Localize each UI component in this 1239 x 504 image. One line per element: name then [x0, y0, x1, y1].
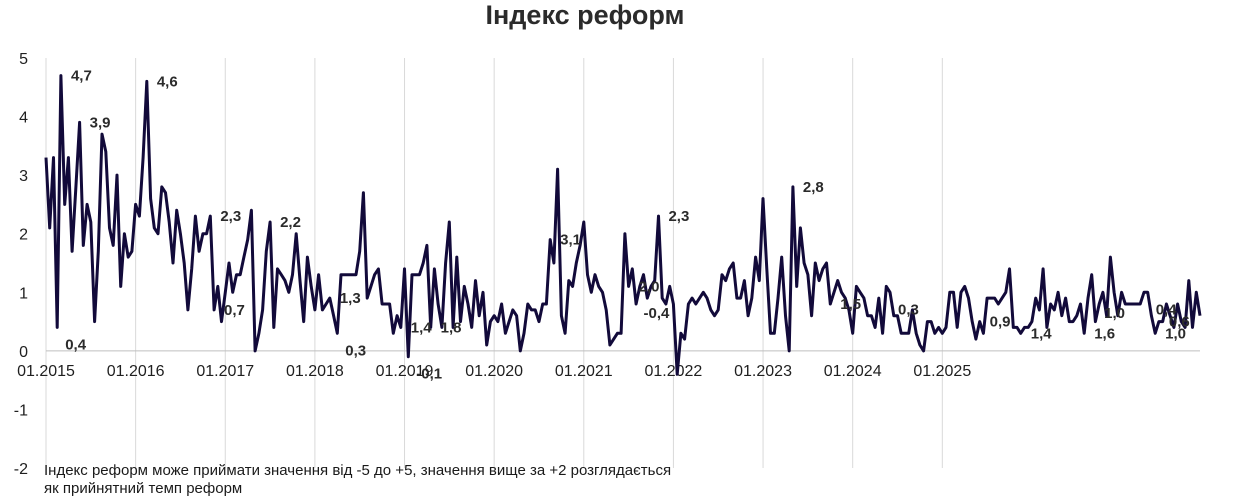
footnote-line-1: Індекс реформ може приймати значення від…	[44, 462, 672, 479]
footnote-line-2: як прийнятний темп реформ	[44, 480, 243, 497]
y-tick-label: 1	[19, 285, 28, 302]
data-label: 4,7	[71, 68, 92, 85]
x-tick-label: 01.2023	[734, 363, 792, 380]
data-label: 1,6	[1094, 325, 1115, 342]
y-tick-label: 3	[19, 168, 28, 185]
x-tick-label: 01.2016	[107, 363, 165, 380]
data-label: -0,1	[416, 366, 442, 383]
y-tick-label: 0	[19, 344, 28, 361]
data-label: 0,4	[1156, 301, 1178, 318]
x-tick-label: 01.2024	[824, 363, 882, 380]
data-label: 0,3	[898, 301, 919, 318]
x-tick-label: 01.2018	[286, 363, 344, 380]
data-label: 0,9	[990, 314, 1011, 331]
data-label: 0,6	[1169, 314, 1190, 331]
data-label: 3,9	[90, 114, 111, 131]
x-axis-ticks: 01.2015 01.2016 01.2017 01.2018 01.2019 01.20…	[17, 363, 971, 380]
x-tick-label: 01.2022	[644, 363, 702, 380]
y-tick-label: 2	[19, 227, 28, 244]
data-label: 1,3	[340, 290, 361, 307]
y-tick-label: 4	[19, 110, 28, 127]
data-label: 0,7	[224, 302, 245, 319]
data-label: 1,0	[1104, 305, 1125, 322]
data-labels: 4,7 0,4 3,9 4,6 2,3 0,7 2,2 1,3 0,3 1,4 -0,1 1,8 3,1…	[65, 68, 1190, 383]
vertical-gridlines	[45, 58, 943, 468]
x-tick-label: 01.2015	[17, 363, 75, 380]
data-label: 2,3	[668, 208, 689, 225]
data-label: 2,3	[220, 208, 241, 225]
footnote: Індекс реформ може приймати значення від…	[44, 462, 744, 498]
data-label: -0,4	[644, 305, 671, 322]
data-label: 1,8	[441, 319, 462, 336]
chart-title: Індекс реформ	[485, 0, 684, 30]
data-label: 1,0	[1165, 325, 1186, 342]
data-label: 4,6	[157, 73, 178, 90]
data-label: 2,2	[280, 214, 301, 231]
data-label: 2,0	[639, 278, 660, 295]
reform-index-line	[44, 74, 1202, 376]
y-tick-label: 5	[19, 51, 28, 68]
data-label: 3,1	[560, 232, 581, 249]
data-label: 2,8	[803, 179, 824, 196]
y-tick-label: -2	[14, 461, 28, 478]
data-label: 1,5	[840, 296, 861, 313]
data-label: 1,4	[1031, 325, 1053, 342]
x-tick-label: 01.2020	[465, 363, 523, 380]
x-tick-label: 01.2019	[376, 363, 434, 380]
data-label: 0,4	[65, 336, 87, 353]
y-axis-ticks: -2 -1 0 1 2 3 4 5	[14, 51, 28, 478]
data-label: 1,4	[411, 319, 433, 336]
data-label: 0,3	[345, 342, 366, 359]
x-tick-label: 01.2017	[196, 363, 254, 380]
x-tick-label: 01.2025	[913, 363, 971, 380]
y-tick-label: -1	[14, 402, 28, 419]
x-tick-label: 01.2021	[555, 363, 613, 380]
